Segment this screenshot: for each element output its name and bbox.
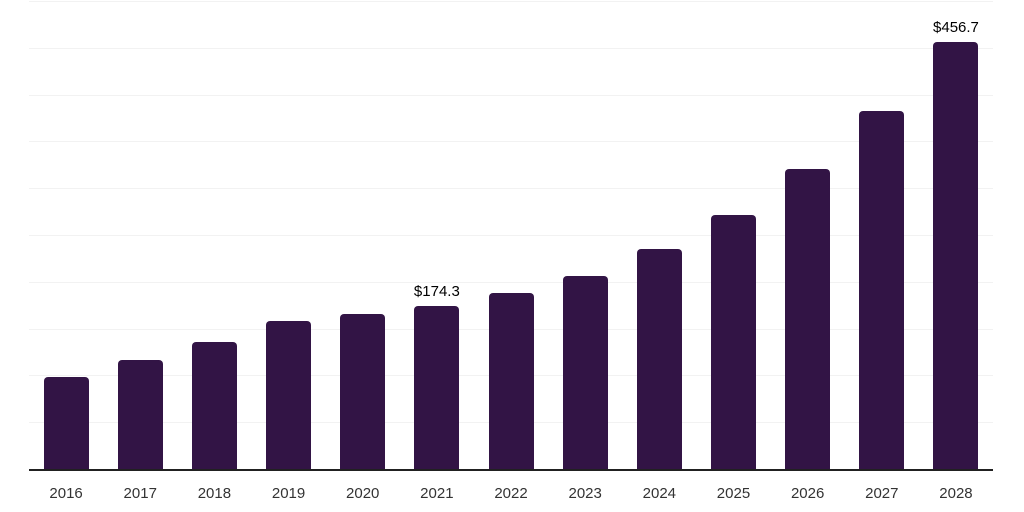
x-tick-label-2026: 2026 [790,485,825,502]
gridline [29,281,993,283]
gridline [29,94,993,96]
bar-group-2022 [474,1,548,469]
bar-2028[interactable] [933,41,979,469]
x-tick-label-2025: 2025 [716,485,751,502]
bars-container: $174.3 $456.7 [29,1,993,469]
gridline [29,47,993,49]
bar-group-2017 [103,1,177,469]
gridline [29,188,993,190]
bar-value-label-2021: $174.3 [413,282,460,300]
bar-group-2026 [771,1,845,469]
bar-2023[interactable] [562,275,608,469]
plot-area: $174.3 $456.7 [29,1,993,471]
bar-group-2023 [548,1,622,469]
bar-2017[interactable] [117,360,163,469]
bar-group-2024 [622,1,696,469]
x-axis: 2016 2017 2018 2019 2020 2021 2022 2023 2024 2025… [29,471,993,501]
bar-2022[interactable] [488,293,534,469]
x-tick-label-2020: 2020 [346,485,380,502]
x-tick-label-2023: 2023 [568,485,602,502]
bar-2026[interactable] [785,168,831,469]
gridline [29,235,993,236]
x-tick-label-2022: 2022 [494,485,528,502]
bar-2020[interactable] [340,314,386,469]
x-tick-label-2017: 2017 [123,485,157,502]
bar-value-label-2028: $456.7 [933,18,979,36]
bar-group-2020 [326,1,400,469]
bar-2016[interactable] [43,376,89,469]
gridline [29,141,993,143]
bar-group-2021: $174.3 [400,1,474,469]
x-tick-label-2027: 2027 [865,485,899,502]
gridline [29,1,993,2]
bar-2021[interactable] [414,305,460,469]
x-tick-label-2018: 2018 [197,485,232,502]
bar-group-2025 [696,1,770,469]
bar-group-2016 [29,1,103,469]
bar-group-2028: $456.7 [919,1,993,469]
x-tick-label-2019: 2019 [271,485,306,502]
x-tick-label-2016: 2016 [49,485,83,502]
x-tick-label-2021: 2021 [420,485,454,502]
bar-2024[interactable] [636,249,682,469]
bar-group-2027 [845,1,919,469]
bar-group-2019 [251,1,325,469]
bar-2025[interactable] [710,214,756,469]
x-tick-label-2028: 2028 [939,485,973,502]
bar-2019[interactable] [266,321,312,469]
x-tick-label-2024: 2024 [642,485,677,502]
bar-2018[interactable] [191,342,237,469]
bar-2027[interactable] [859,110,905,469]
bar-group-2018 [177,1,251,469]
